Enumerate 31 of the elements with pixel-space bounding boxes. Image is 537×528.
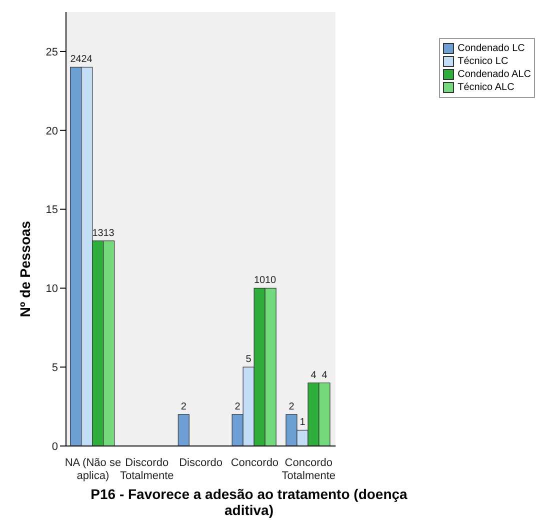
y-tick-label: 25 [46, 46, 58, 58]
bar [178, 414, 190, 446]
legend-label: Condenado ALC [458, 68, 531, 81]
legend-label: Técnico ALC [458, 81, 514, 94]
data-label: 10 [265, 275, 277, 286]
data-label: 4 [310, 370, 317, 381]
data-label: 5 [246, 354, 252, 366]
data-label: 10 [254, 275, 266, 286]
x-tick-label: Concordo [230, 457, 279, 469]
x-tick-label: Discordo [179, 457, 222, 469]
legend-label: Condenado LC [458, 42, 525, 55]
x-tick-label: Discordo Totalmente [120, 457, 174, 482]
x-tick-label: Concordo Totalmente [282, 457, 336, 482]
y-tick-label: 20 [46, 125, 58, 138]
data-label: 1 [300, 417, 306, 428]
data-label: 4 [322, 370, 328, 381]
data-label: 13 [103, 228, 115, 239]
x-axis-title: P16 - Favorece a adesão ao tratamento (doença aditiva) [90, 486, 408, 518]
data-label: 2 [234, 401, 241, 412]
y-tick-label: 0 [52, 440, 58, 453]
x-tick-label: NA (Não se aplica) [64, 457, 122, 482]
data-label: 24 [70, 54, 82, 66]
data-label: 13 [92, 228, 104, 239]
y-tick-label: 10 [46, 283, 58, 296]
data-label: 2 [180, 401, 187, 412]
legend-label: Técnico LC [458, 55, 508, 68]
y-tick-label: 5 [52, 362, 58, 374]
data-label: 2 [288, 401, 295, 412]
y-axis-title: Nº de Pessoas [16, 220, 33, 318]
data-label: 24 [81, 54, 93, 66]
y-tick-label: 15 [46, 204, 58, 216]
